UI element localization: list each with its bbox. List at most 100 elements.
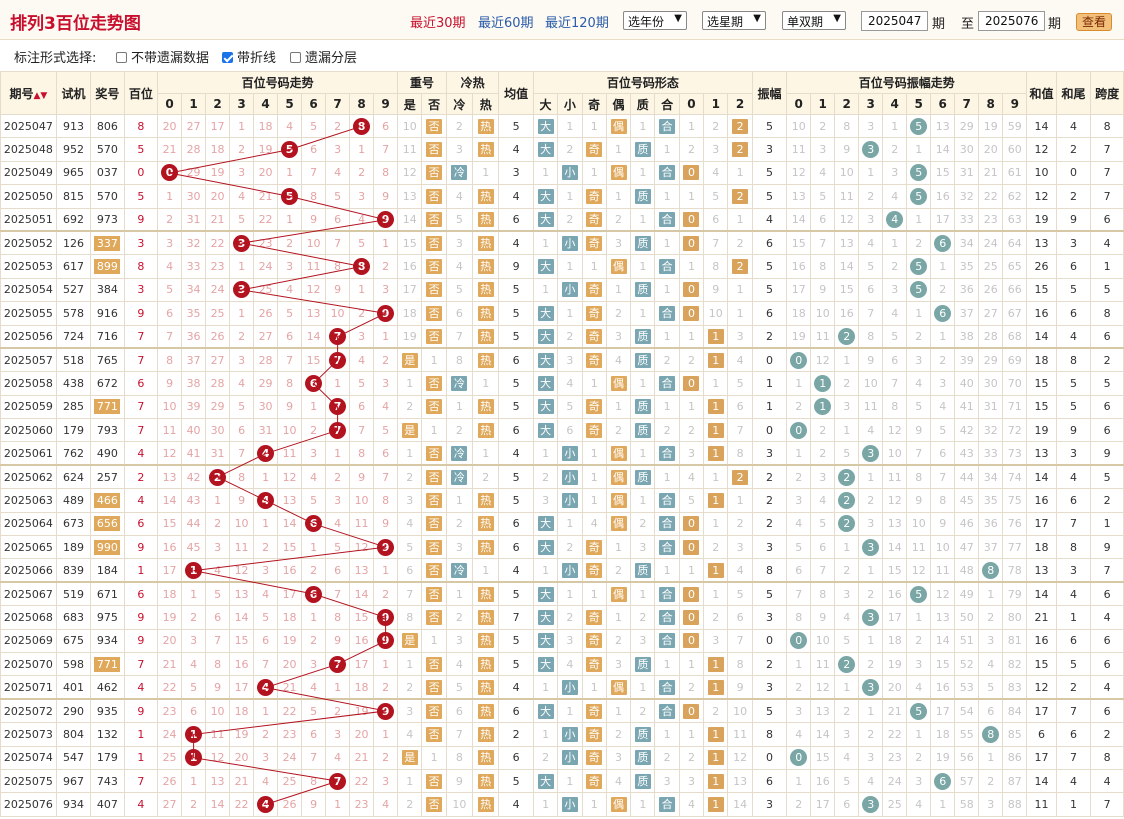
col-issue[interactable]: 期号▲▼ bbox=[0, 71, 57, 115]
weekday-select[interactable]: 选星期 ▼ bbox=[702, 11, 766, 30]
trend-cell: 3 bbox=[277, 254, 303, 279]
col-span: 跨度 bbox=[1090, 71, 1124, 115]
amp-trend-cell: 3 bbox=[834, 394, 860, 420]
sort-icon[interactable]: ▲▼ bbox=[33, 90, 48, 101]
option-polyline[interactable]: 带折线 bbox=[222, 47, 276, 66]
trend-cell: 12 bbox=[157, 441, 183, 466]
form-cell: 1 bbox=[630, 371, 656, 396]
remainder-cell: 6 bbox=[703, 207, 729, 232]
form-cell: 2 bbox=[605, 628, 632, 653]
heat-cell: 热 bbox=[472, 768, 500, 794]
form-cell: 偶 bbox=[605, 441, 632, 466]
span-cell: 4 bbox=[1090, 605, 1124, 630]
repeat-cell: 否 bbox=[421, 230, 447, 256]
trend-cell: 1 bbox=[181, 581, 207, 607]
heat-cell: 10 bbox=[445, 792, 474, 817]
trend-cell: 3 bbox=[229, 230, 255, 256]
trend-cell: 21 bbox=[253, 184, 279, 209]
trend-cell: 2 bbox=[373, 581, 399, 607]
amp-trend-cell: 7 bbox=[930, 464, 956, 490]
amp-trend-cell: 7 bbox=[810, 558, 836, 583]
sum-cell: 17 bbox=[1026, 511, 1057, 537]
trend-cell: 38 bbox=[181, 371, 207, 396]
trend-cell: 1 bbox=[181, 745, 207, 770]
amp-ball: 5 bbox=[910, 702, 928, 720]
award-cell: 570 bbox=[90, 184, 125, 209]
remainder-mark: 0 bbox=[683, 703, 700, 719]
trend-cell: 18 bbox=[349, 675, 375, 700]
form-cell: 质 bbox=[630, 230, 656, 256]
heat-mark: 冷 bbox=[451, 445, 468, 461]
query-button[interactable]: 查看 bbox=[1076, 13, 1112, 31]
amp-trend-cell: 14 bbox=[930, 628, 956, 653]
heat-cell: 1 bbox=[445, 488, 474, 513]
form-mark: 偶 bbox=[610, 375, 627, 391]
amp-trend-cell: 3 bbox=[906, 347, 932, 373]
sum-cell: 12 bbox=[1026, 137, 1057, 162]
sum-cell: 15 bbox=[1026, 394, 1057, 420]
remainder-cell: 1 bbox=[678, 651, 705, 677]
form-cell: 1 bbox=[654, 558, 680, 583]
form-cell: 1 bbox=[605, 184, 632, 209]
amp-trend-cell: 24 bbox=[882, 768, 908, 794]
checkbox-icon[interactable] bbox=[290, 52, 301, 63]
parity-select[interactable]: 单双期 ▼ bbox=[782, 11, 846, 30]
option-omission-layer[interactable]: 遗漏分层 bbox=[290, 47, 357, 66]
table-row: 2025072 290 935 9 23 6 10 18 1 22 5 2 19 9 3 否 6 热 6 大 1 奇 1 2 合… bbox=[0, 698, 1124, 724]
remainder-mark: 0 bbox=[683, 516, 700, 532]
table-row: 2025052 126 337 3 3 32 22 3 23 2 10 7 5 1 15 否 3 热 4 1 小奇 3 质 1… bbox=[0, 230, 1124, 256]
trend-cell: 27 bbox=[181, 113, 207, 139]
amp-trend-cell: 34 bbox=[978, 464, 1004, 490]
from-issue-input[interactable] bbox=[861, 11, 928, 31]
nav-recent-60[interactable]: 最近60期 bbox=[478, 16, 534, 31]
nav-recent-120[interactable]: 最近120期 bbox=[545, 16, 609, 31]
trend-cell: 3 bbox=[373, 768, 399, 794]
amp-trend-cell: 6 bbox=[810, 207, 836, 232]
trend-cell: 1 bbox=[325, 441, 351, 466]
hundred-cell: 6 bbox=[123, 511, 159, 537]
form-cell: 3 bbox=[630, 535, 656, 560]
trend-cell: 1 bbox=[205, 488, 231, 513]
nav-recent-30[interactable]: 最近30期 bbox=[410, 16, 466, 31]
sub-form: 奇 bbox=[581, 93, 607, 115]
award-cell: 384 bbox=[90, 277, 125, 303]
avg-cell: 5 bbox=[498, 324, 534, 349]
amp-trend-cell: 2 bbox=[906, 628, 932, 653]
form-mark: 质 bbox=[634, 352, 651, 368]
remainder-cell: 0 bbox=[678, 698, 705, 724]
trend-cell: 9 bbox=[157, 371, 183, 396]
form-cell: 奇 bbox=[581, 768, 607, 794]
form-cell: 大 bbox=[532, 301, 559, 326]
checkbox-icon[interactable] bbox=[116, 52, 127, 63]
repeat-cell: 1 bbox=[421, 745, 447, 770]
form-mark: 质 bbox=[634, 656, 651, 672]
trend-cell: 9 bbox=[373, 628, 399, 653]
remainder-cell: 1 bbox=[727, 160, 753, 186]
amp-ball: 3 bbox=[862, 141, 880, 159]
remainder-cell: 14 bbox=[727, 792, 753, 817]
form-mark: 大 bbox=[537, 305, 554, 321]
trend-cell: 1 bbox=[253, 698, 279, 724]
hit-ball: 7 bbox=[329, 421, 347, 439]
heat-mark: 冷 bbox=[451, 165, 468, 181]
hit-ball: 4 bbox=[257, 796, 275, 814]
amp-trend-cell: 6 bbox=[786, 558, 812, 583]
form-cell: 1 bbox=[581, 371, 607, 396]
sum-cell: 14 bbox=[1026, 581, 1057, 607]
form-mark: 大 bbox=[537, 422, 554, 438]
trend-cell: 2 bbox=[181, 792, 207, 817]
checkbox-checked-icon[interactable] bbox=[222, 52, 233, 63]
repeat-cell: 否 bbox=[421, 675, 447, 700]
avg-cell: 5 bbox=[498, 277, 534, 303]
to-issue-input[interactable] bbox=[978, 11, 1045, 31]
option-no-omission[interactable]: 不带遗漏数据 bbox=[116, 47, 209, 66]
award-cell: 671 bbox=[90, 581, 125, 607]
remainder-cell: 1 bbox=[703, 418, 729, 443]
table-row: 2025065 189 990 9 16 45 3 11 2 15 1 5 12 9 5 否 3 热 6 大 2 奇 1 3 合… bbox=[0, 535, 1124, 560]
amp-trend-cell: 45 bbox=[954, 488, 980, 513]
year-select[interactable]: 选年份 ▼ bbox=[623, 11, 687, 30]
amp-trend-cell: 71 bbox=[1002, 394, 1028, 420]
amp-cell: 1 bbox=[751, 394, 788, 420]
form-mark: 偶 bbox=[610, 445, 627, 461]
remainder-cell: 8 bbox=[727, 651, 753, 677]
